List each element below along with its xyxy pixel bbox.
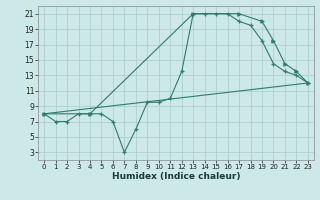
X-axis label: Humidex (Indice chaleur): Humidex (Indice chaleur) — [112, 172, 240, 181]
